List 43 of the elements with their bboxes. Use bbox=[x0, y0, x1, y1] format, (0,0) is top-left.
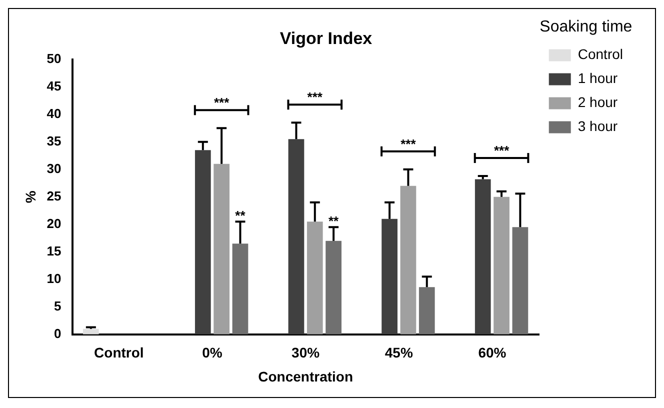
legend-label: 2 hour bbox=[578, 94, 618, 110]
y-tick-label: 45 bbox=[46, 78, 62, 94]
annotation: ** bbox=[235, 208, 246, 224]
annotation: *** bbox=[400, 136, 417, 152]
y-tick-label: 20 bbox=[46, 216, 62, 231]
x-axis-title: Concentration bbox=[258, 368, 354, 384]
chart-title: Vigor Index bbox=[280, 28, 373, 48]
legend-label: 3 hour bbox=[578, 118, 618, 134]
y-tick-label: 5 bbox=[54, 298, 62, 314]
x-tick-label: 0% bbox=[202, 344, 223, 361]
y-tick-label: 15 bbox=[46, 243, 62, 258]
x-tick-label: 30% bbox=[292, 344, 320, 361]
legend-label: 1 hour bbox=[578, 70, 618, 86]
x-tick-label: 45% bbox=[384, 344, 414, 361]
y-tick-label: 10 bbox=[46, 270, 62, 286]
bar bbox=[82, 328, 99, 334]
legend-label: Control bbox=[578, 46, 624, 62]
annotation: *** bbox=[494, 143, 510, 158]
annotation: *** bbox=[307, 90, 324, 105]
bar bbox=[288, 139, 304, 334]
y-tick-label: 50 bbox=[46, 50, 62, 66]
annotation: *** bbox=[214, 95, 230, 110]
x-tick-label: Control bbox=[94, 344, 144, 361]
y-axis-title: % bbox=[22, 190, 38, 204]
bar bbox=[512, 227, 528, 334]
bar bbox=[194, 150, 211, 334]
bar bbox=[306, 222, 323, 334]
bar bbox=[214, 164, 230, 334]
y-tick-label: 25 bbox=[46, 188, 62, 204]
bar bbox=[232, 244, 248, 334]
y-tick-label: 30 bbox=[46, 160, 62, 176]
x-tick-label: 60% bbox=[478, 344, 507, 361]
legend-title: Soaking time bbox=[540, 18, 632, 36]
y-tick-label: 40 bbox=[46, 106, 62, 121]
bar bbox=[474, 179, 491, 334]
bar bbox=[400, 186, 416, 334]
y-tick-label: 0 bbox=[54, 326, 62, 341]
bar bbox=[418, 287, 435, 334]
bar bbox=[382, 218, 398, 334]
annotation: ** bbox=[328, 214, 340, 229]
bar bbox=[494, 196, 510, 334]
bar bbox=[326, 240, 342, 334]
y-tick-label: 35 bbox=[46, 133, 62, 148]
